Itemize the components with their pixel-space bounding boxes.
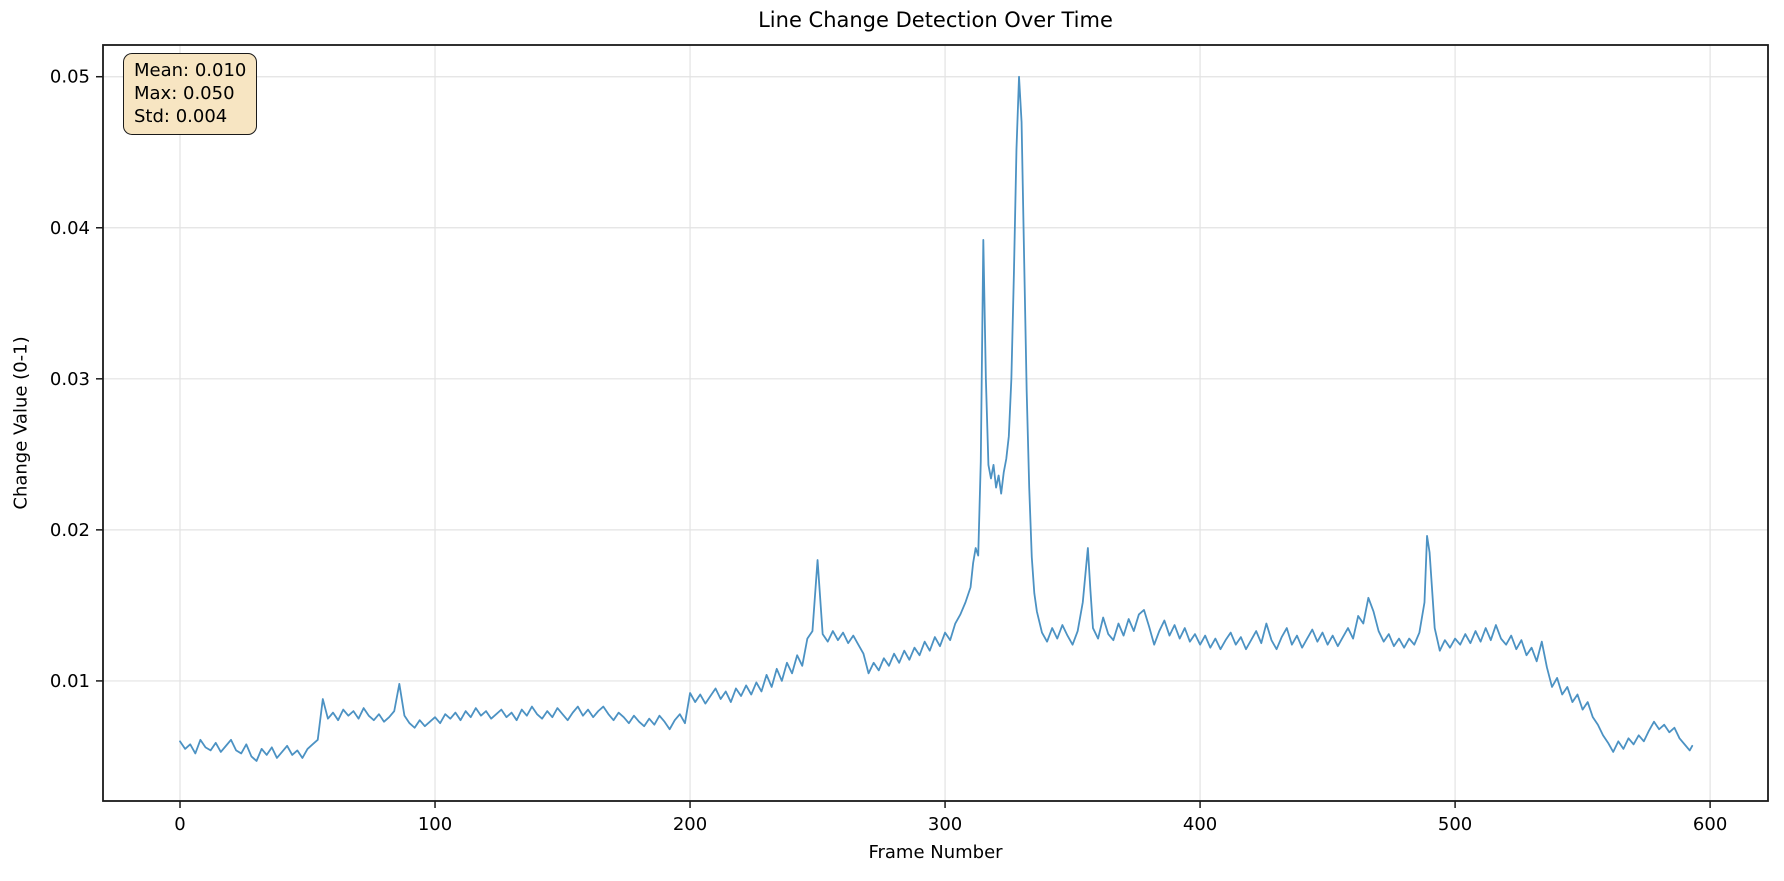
y-tick-label: 0.02 [50,520,90,541]
stat-mean: Mean: 0.010 [134,60,247,81]
x-tick-label: 300 [928,814,962,835]
stats-annotation-box: Mean: 0.010 Max: 0.050 Std: 0.004 [123,53,258,135]
y-tick-label: 0.01 [50,671,90,692]
stat-max: Max: 0.050 [134,83,235,104]
stat-std: Std: 0.004 [134,106,228,127]
x-tick-label: 400 [1183,814,1217,835]
x-axis-label: Frame Number [868,842,1003,863]
y-tick-label: 0.03 [50,369,90,390]
x-tick-label: 500 [1438,814,1472,835]
axes-frame [102,44,1769,802]
x-tick-label: 0 [174,814,185,835]
y-axis-label: Change Value (0-1) [10,336,32,510]
y-tick-label: 0.04 [50,218,90,239]
x-tick-label: 100 [418,814,452,835]
data-line-series [179,75,1694,762]
x-tick-label: 200 [673,814,707,835]
x-tick-label: 600 [1693,814,1727,835]
chart-title: Line Change Detection Over Time [758,8,1113,32]
y-tick-label: 0.05 [50,67,90,88]
